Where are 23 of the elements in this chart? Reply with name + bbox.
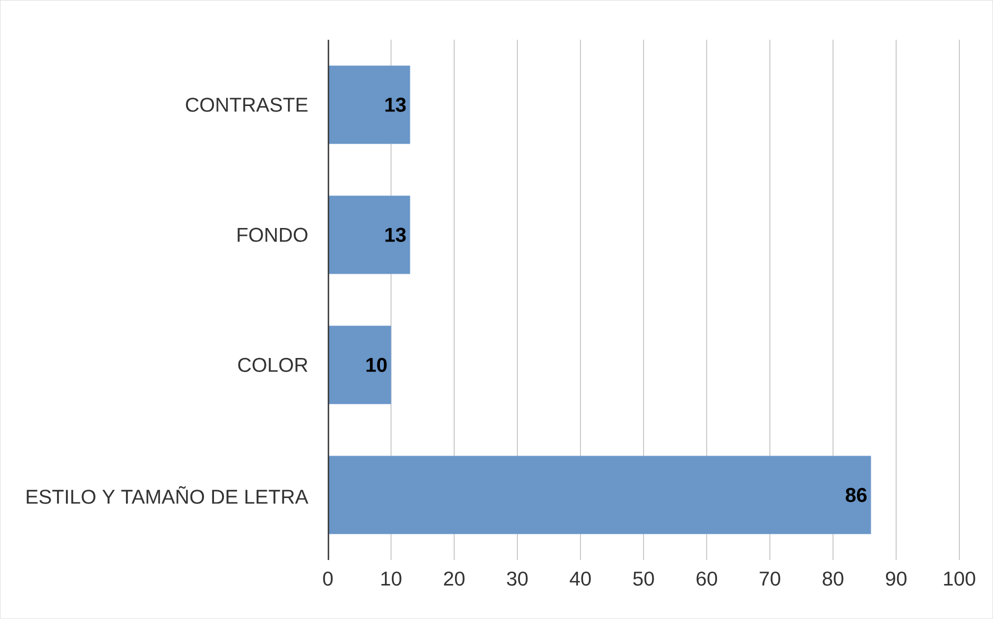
x-tick-label: 70 [760,572,780,586]
bar [328,196,410,274]
x-tick-label: 100 [944,572,976,586]
data-label: 10 [366,358,387,372]
x-tick-label: 30 [506,572,528,586]
bar [328,66,410,144]
x-tick-label: 40 [570,572,591,586]
x-tick-label: 50 [633,572,654,586]
y-tick-label: CONTRASTE [186,98,308,112]
x-tick-label: 10 [381,572,402,586]
x-tick-label: 80 [822,572,844,586]
x-tick-label: 20 [444,572,465,586]
y-tick-label: FONDO [238,228,308,242]
bar [328,326,392,404]
x-tick-label: 60 [696,572,718,586]
y-tick-label: COLOR [238,358,308,372]
x-tick-label: 0 [323,572,333,586]
data-label: 13 [385,228,406,242]
data-label: 86 [846,488,867,502]
y-tick-label: ESTILO Y TAMAÑO DE LETRA [26,486,308,504]
bar [328,456,872,534]
data-label: 13 [385,98,406,112]
x-tick-label: 90 [886,572,906,586]
